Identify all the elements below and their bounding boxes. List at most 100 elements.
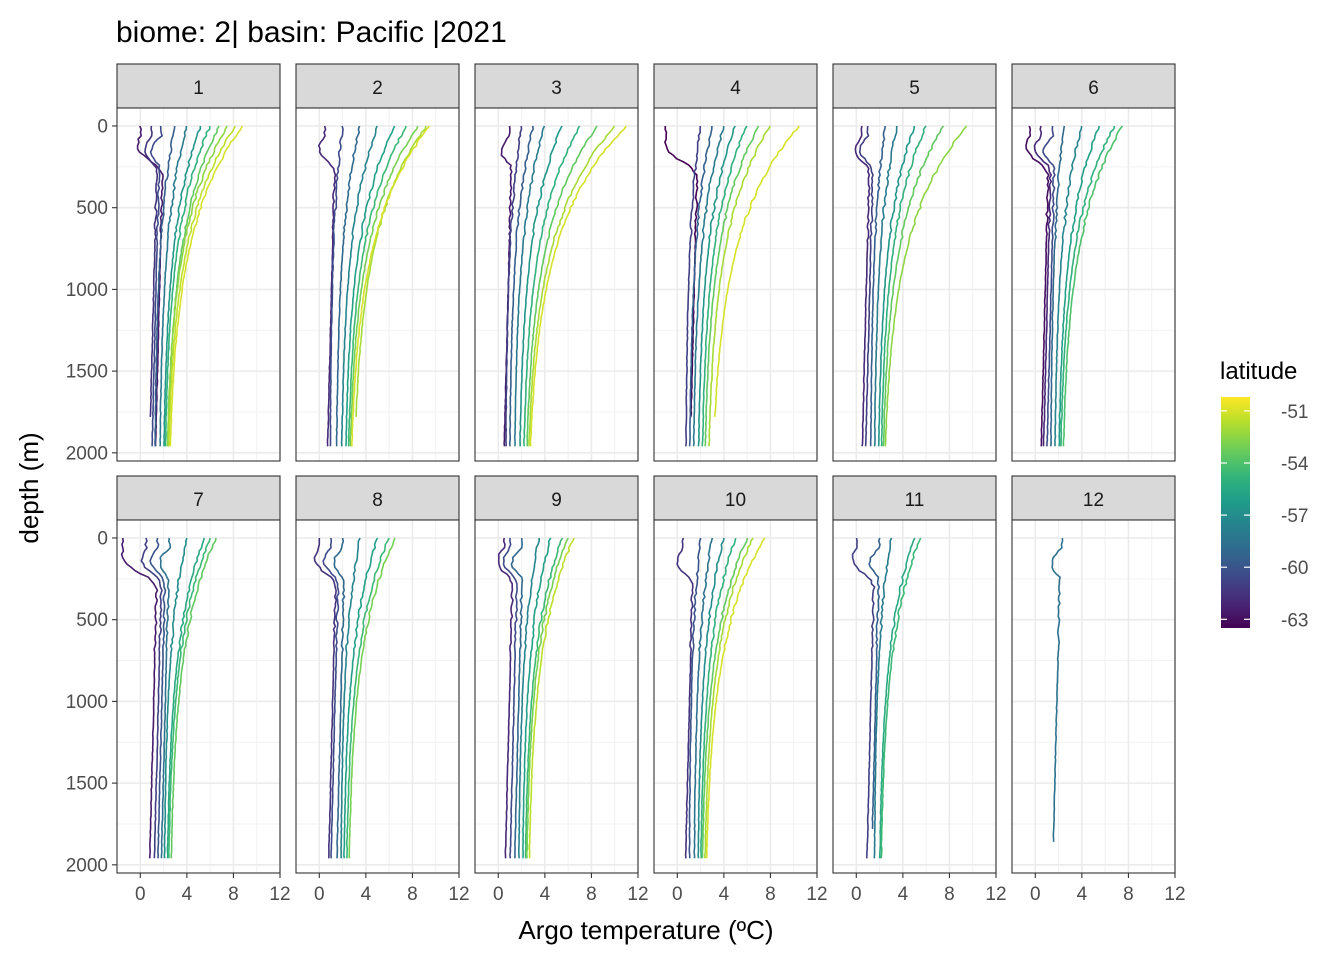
profile-line <box>529 125 627 447</box>
facet-panel: 2 <box>295 63 460 462</box>
y-tick-label: 2000 <box>66 443 108 464</box>
profile-line <box>1042 125 1056 447</box>
profile-line <box>345 125 396 447</box>
profile-line <box>523 125 581 447</box>
panel-background <box>117 108 280 461</box>
y-tick-label: 0 <box>97 528 108 549</box>
profile-line <box>144 125 159 417</box>
profile-line <box>522 537 552 859</box>
x-tick-label: 12 <box>448 884 469 905</box>
facet-strip-label: 5 <box>909 78 920 99</box>
x-tick-label: 4 <box>540 884 551 905</box>
profile-line <box>313 538 338 859</box>
panel-border <box>295 107 460 462</box>
x-tick-label: 8 <box>586 884 597 905</box>
profile-line <box>136 125 164 447</box>
facet-strip <box>653 63 818 109</box>
profile-line <box>322 537 340 859</box>
y-tick-label: 1000 <box>66 280 108 301</box>
profile-line <box>140 537 163 859</box>
profile-lines <box>1051 537 1064 842</box>
profile-line <box>869 125 886 447</box>
panel-border <box>653 519 818 874</box>
profile-line <box>697 125 736 447</box>
panel-border <box>474 107 639 462</box>
facet-strip-label: 3 <box>551 78 562 99</box>
profile-lines <box>136 125 244 447</box>
y-tick-label: 500 <box>76 610 108 631</box>
profile-line <box>701 537 749 859</box>
legend-tick-label: -60 <box>1281 558 1308 579</box>
profile-line <box>149 125 163 447</box>
profile-line <box>163 126 202 447</box>
y-tick-label: 2000 <box>66 855 108 876</box>
profile-line <box>878 537 916 859</box>
facet-strip-label: 10 <box>725 490 746 511</box>
profile-line <box>1062 125 1124 447</box>
panel-border <box>474 519 639 874</box>
profile-line <box>858 125 874 447</box>
panel-border <box>116 519 281 874</box>
profile-line <box>343 537 379 859</box>
chart-title: biome: 2| basin: Pacific |2021 <box>116 16 507 49</box>
profile-line <box>1051 537 1064 842</box>
profile-line <box>873 125 898 447</box>
panel-background <box>296 520 459 873</box>
facet-strip-label: 1 <box>193 78 204 99</box>
panel-border <box>116 107 281 462</box>
profile-line <box>882 125 945 447</box>
profile-line <box>347 125 407 447</box>
facet-strip-label: 4 <box>730 78 741 99</box>
panel-border <box>1011 107 1176 462</box>
profile-line <box>1033 125 1053 447</box>
panel-border <box>653 107 818 462</box>
profile-line <box>704 125 760 447</box>
facet-strip-label: 9 <box>551 490 562 511</box>
profile-lines <box>1025 125 1124 447</box>
x-tick-label: 0 <box>314 884 325 905</box>
facet-panel: 1 0 500 1000 1500 2000 <box>66 63 281 464</box>
y-tick-label: 0 <box>97 116 108 137</box>
profile-line <box>508 125 535 447</box>
profile-line <box>345 537 390 859</box>
profile-line <box>884 125 968 447</box>
profile-lines <box>676 537 766 859</box>
profile-line <box>329 125 344 447</box>
profile-line <box>317 125 337 447</box>
facet-strip <box>474 63 639 109</box>
profile-line <box>350 125 431 447</box>
panel-background <box>296 108 459 461</box>
x-tick-label: 12 <box>806 884 827 905</box>
x-tick-label: 4 <box>1077 884 1088 905</box>
x-tick-label: 4 <box>898 884 909 905</box>
facet-strip-label: 11 <box>905 490 925 511</box>
profile-line <box>170 537 217 859</box>
facet-panel: 9 0 4 8 12 <box>474 475 649 905</box>
panel-border <box>832 519 997 874</box>
x-axis-title: Argo temperature (ºC) <box>518 915 773 945</box>
profile-line <box>880 125 927 447</box>
facet-strip <box>116 63 281 109</box>
profile-line <box>676 537 694 859</box>
facet-strip-label: 2 <box>372 78 383 99</box>
y-tick-label: 1000 <box>66 692 108 713</box>
x-tick-label: 0 <box>1030 884 1041 905</box>
profile-line <box>517 537 540 859</box>
x-tick-label: 4 <box>361 884 372 905</box>
x-tick-label: 8 <box>407 884 418 905</box>
x-tick-label: 0 <box>851 884 862 905</box>
profile-line <box>1054 125 1083 447</box>
profile-line <box>868 537 881 829</box>
profile-line <box>168 125 237 447</box>
legend-tick-label: -51 <box>1281 402 1308 423</box>
profile-line <box>851 537 876 859</box>
legend-tick-label: -63 <box>1281 610 1308 631</box>
profile-line <box>525 537 569 859</box>
x-tick-label: 8 <box>944 884 955 905</box>
facet-strip-label: 12 <box>1083 490 1104 511</box>
profile-line <box>714 125 800 417</box>
profile-line <box>705 537 766 859</box>
facet-strip-label: 7 <box>193 490 204 511</box>
panel-border <box>832 107 997 462</box>
